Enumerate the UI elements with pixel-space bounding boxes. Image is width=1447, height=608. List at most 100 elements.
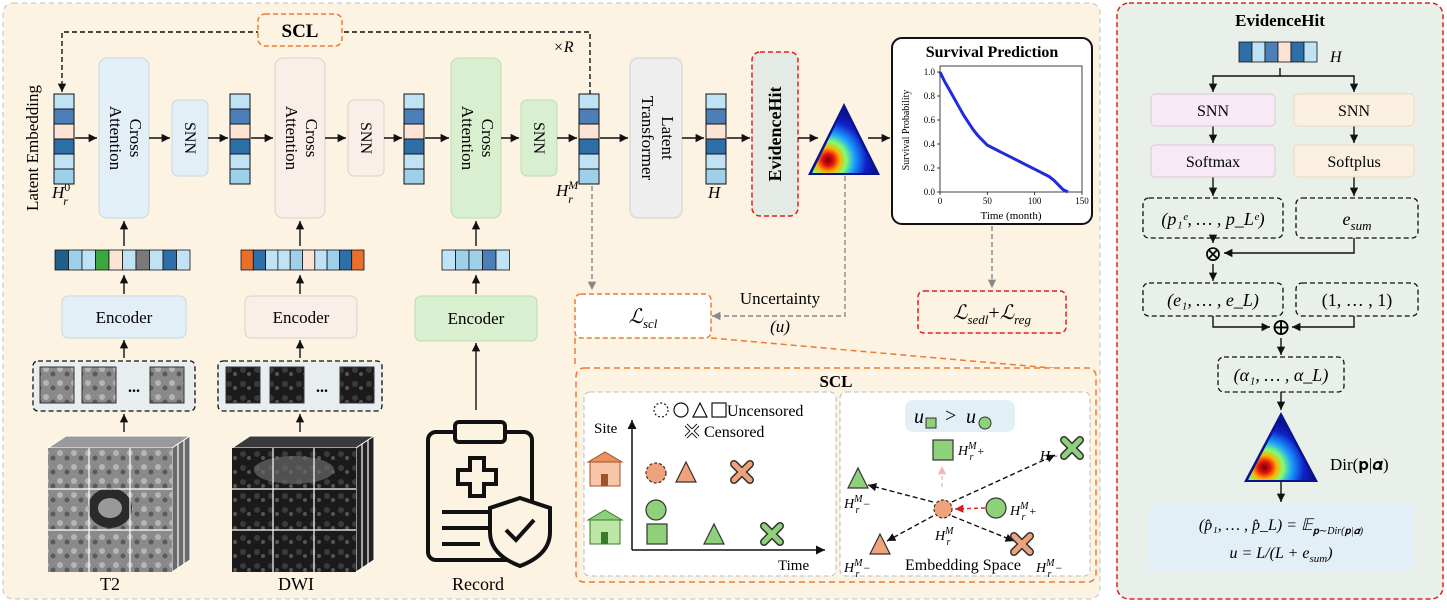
scl-embedding-subpanel bbox=[839, 391, 1091, 577]
svg-text:HMr: HM r bbox=[934, 526, 954, 548]
svg-text:HMr−: HM r − bbox=[843, 558, 870, 580]
token-cell bbox=[326, 249, 340, 271]
dir-label: Dir(𝐩|𝜶) bbox=[1330, 455, 1389, 474]
u-square-label: u bbox=[914, 406, 924, 428]
token-cell bbox=[68, 249, 83, 271]
token-cell bbox=[53, 168, 75, 185]
token-cell bbox=[1238, 41, 1253, 63]
survival-plot-area bbox=[939, 65, 1083, 193]
evidencehit-panel-title: EvidenceHit bbox=[1235, 11, 1325, 30]
u-square-icon bbox=[925, 417, 937, 429]
encoder-dwi-label: Encoder bbox=[273, 308, 330, 327]
survival-xtick-label: 0 bbox=[938, 196, 943, 206]
survival-ytick-label: 0.2 bbox=[924, 163, 935, 173]
encoder-record bbox=[414, 295, 538, 342]
site-time-points bbox=[645, 460, 784, 546]
token-row-t2 bbox=[54, 249, 191, 271]
clipboard-icon bbox=[426, 420, 552, 569]
t2-label: T2 bbox=[100, 574, 120, 594]
token-cell bbox=[302, 249, 316, 271]
survival-ylabel: Survival Probability bbox=[901, 90, 912, 171]
survival-xtick-label: 100 bbox=[1028, 196, 1042, 206]
token-cell bbox=[229, 168, 251, 185]
token-cell bbox=[403, 138, 425, 155]
survival-xtick-label: 150 bbox=[1075, 196, 1089, 206]
cross-attention-label-1: CrossAttention bbox=[106, 106, 145, 171]
softmax-label: Softmax bbox=[1186, 154, 1240, 171]
token-cell bbox=[229, 123, 251, 140]
token-cell bbox=[705, 123, 727, 140]
token-cell bbox=[455, 249, 470, 271]
evidence-h-label: H bbox=[1329, 49, 1343, 66]
encoder-t2 bbox=[61, 295, 187, 339]
patch-dwi-ellipsis: ... bbox=[316, 379, 328, 396]
svg-text:HMr+: HM r + bbox=[957, 441, 984, 463]
token-cell bbox=[122, 249, 137, 271]
hospital-icon-2 bbox=[586, 509, 624, 545]
zoom-line-right bbox=[710, 337, 1097, 373]
token-cell bbox=[351, 249, 365, 271]
dwi-label: DWI bbox=[278, 574, 314, 594]
uncertainty-u-label: (u) bbox=[770, 317, 790, 336]
hm-label: HM r bbox=[555, 178, 579, 206]
token-cell bbox=[578, 153, 600, 170]
token-cell bbox=[135, 249, 150, 271]
e-sum-label: esum bbox=[1343, 209, 1372, 233]
softplus-box bbox=[1293, 144, 1415, 178]
token-cell bbox=[53, 153, 75, 170]
uncertainty-arrow bbox=[712, 176, 846, 321]
token-cell bbox=[229, 138, 251, 155]
legend-uncensored: Uncensored bbox=[727, 403, 803, 420]
record-label: Record bbox=[452, 574, 504, 594]
token-cell bbox=[53, 93, 75, 110]
token-cell bbox=[108, 249, 123, 271]
token-cell bbox=[252, 249, 267, 271]
token-cell bbox=[403, 168, 425, 185]
survival-xtick-label: 50 bbox=[983, 196, 993, 206]
token-cell bbox=[176, 249, 191, 271]
u-circle-icon bbox=[978, 416, 992, 430]
softmax-box bbox=[1150, 144, 1276, 178]
survival-ytick-label: 1.0 bbox=[924, 67, 936, 77]
evidence-snn-left-label: SNN bbox=[1197, 103, 1229, 120]
latent-embedding-label: Latent Embedding bbox=[23, 84, 42, 211]
svg-text:HMr−: HM r − bbox=[1035, 558, 1062, 580]
embedding-arrows bbox=[867, 454, 1056, 542]
hospital-icon-1 bbox=[586, 451, 624, 487]
token-cell bbox=[578, 93, 600, 110]
token-cell bbox=[1303, 41, 1318, 63]
token-row-h bbox=[1238, 41, 1318, 63]
token-cell bbox=[81, 249, 96, 271]
formula-box bbox=[1148, 504, 1414, 572]
token-cell bbox=[482, 249, 497, 271]
token-cell bbox=[705, 168, 727, 185]
token-cell bbox=[705, 108, 727, 125]
evidence-snn-left bbox=[1150, 93, 1276, 127]
h-label: H bbox=[707, 183, 722, 202]
loss-text: ℒsedl+ℒreg bbox=[953, 302, 1031, 327]
patch-t2-2 bbox=[81, 366, 117, 404]
token-cell bbox=[54, 249, 69, 271]
token-cell bbox=[578, 108, 600, 125]
u-circle-label: u bbox=[966, 406, 976, 428]
token-cell bbox=[53, 123, 75, 140]
site-label: Site bbox=[594, 421, 618, 437]
token-stack-hm bbox=[578, 93, 600, 185]
token-cell bbox=[162, 249, 177, 271]
evidence-snn-right bbox=[1293, 93, 1415, 127]
patch-t2-ellipsis: ... bbox=[128, 379, 140, 396]
token-cell bbox=[1277, 41, 1292, 63]
token-cell bbox=[468, 249, 483, 271]
svg-text:HMr−: HM r − bbox=[843, 494, 870, 516]
token-cell bbox=[149, 249, 164, 271]
token-cell bbox=[229, 108, 251, 125]
token-cell bbox=[95, 249, 110, 271]
survival-ytick-label: 0.8 bbox=[924, 91, 936, 101]
p-vector-label: (p₁ᵉ, … , p_Lᵉ) bbox=[1161, 209, 1264, 230]
alpha-vector-label: (α₁, … , α_L) bbox=[1234, 365, 1329, 386]
token-cell bbox=[265, 249, 279, 271]
formula-line-2: u = L/(L + esum) bbox=[1229, 545, 1332, 565]
svg-text:H−: H− bbox=[1039, 449, 1058, 464]
survival-title: Survival Prediction bbox=[926, 44, 1059, 61]
